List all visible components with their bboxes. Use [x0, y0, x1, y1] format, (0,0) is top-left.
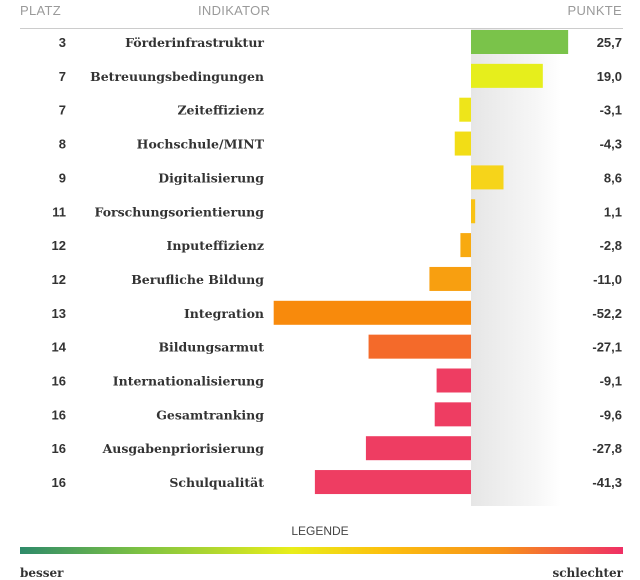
- indicator-label: Berufliche Bildung: [131, 272, 264, 287]
- value-label: 19,0: [597, 69, 622, 84]
- value-label: 1,1: [604, 204, 622, 219]
- bar: [436, 368, 471, 393]
- bar: [471, 165, 504, 190]
- indicator-label: Gesamtranking: [156, 407, 264, 422]
- value-label: -52,2: [592, 306, 622, 321]
- indicator-label: Digitalisierung: [158, 170, 264, 185]
- indicator-label: Zeiteffizienz: [177, 103, 264, 118]
- rank-label: 11: [52, 204, 66, 219]
- bar: [460, 233, 471, 258]
- rank-label: 13: [52, 306, 66, 321]
- legend-gradient: [20, 547, 623, 554]
- bar: [365, 436, 471, 461]
- bar: [454, 131, 471, 156]
- indicator-label: Bildungsarmut: [158, 340, 264, 355]
- indicator-label: Förderinfrastruktur: [125, 35, 264, 50]
- rank-label: 16: [52, 407, 66, 422]
- rank-label: 3: [59, 35, 66, 50]
- indicator-label: Internationalisierung: [113, 374, 264, 389]
- indicator-label: Inputeffizienz: [167, 238, 265, 253]
- bar: [314, 470, 471, 495]
- value-label: -9,6: [600, 407, 622, 422]
- header-rank: PLATZ: [20, 3, 61, 18]
- bar: [273, 300, 471, 325]
- bar: [434, 402, 471, 427]
- indicator-label: Ausgabenpriorisierung: [102, 441, 265, 456]
- indicator-label: Schulqualität: [169, 475, 264, 490]
- indicator-label: Integration: [184, 306, 264, 321]
- header-points: PUNKTE: [567, 3, 622, 18]
- rank-label: 16: [52, 374, 66, 389]
- indicator-label: Hochschule/MINT: [137, 137, 265, 152]
- bar: [459, 97, 471, 122]
- rank-label: 12: [52, 238, 66, 253]
- value-label: -4,3: [600, 137, 622, 152]
- indicator-label: Betreuungsbedingungen: [90, 69, 264, 84]
- bar: [368, 334, 471, 359]
- bar: [471, 63, 543, 88]
- value-label: -27,1: [592, 340, 622, 355]
- rank-label: 12: [52, 272, 66, 287]
- rank-label: 9: [59, 170, 66, 185]
- indicator-label: Forschungsorientierung: [95, 204, 265, 219]
- positive-zone-shading: [471, 29, 561, 506]
- value-label: -41,3: [592, 475, 622, 490]
- value-label: -3,1: [600, 103, 622, 118]
- rank-label: 7: [59, 69, 66, 84]
- value-label: 25,7: [597, 35, 622, 50]
- value-label: -11,0: [593, 272, 622, 287]
- header-divider: [20, 28, 623, 29]
- legend-better: besser: [20, 566, 64, 580]
- rank-label: 8: [59, 137, 66, 152]
- bar: [429, 266, 471, 291]
- value-label: -9,1: [600, 374, 622, 389]
- legend-worse: schlechter: [552, 566, 623, 580]
- header-indicator: INDIKATOR: [198, 3, 271, 18]
- value-label: 8,6: [604, 170, 622, 185]
- bar: [471, 30, 569, 54]
- legend-title: LEGENDE: [291, 524, 349, 538]
- value-label: -2,8: [600, 238, 622, 253]
- rank-label: 16: [52, 441, 66, 456]
- bar: [471, 199, 476, 224]
- rank-label: 14: [52, 340, 67, 355]
- bar-chart: 3 Förderinfrastruktur 25,7 7 Betreuungsbedin…: [52, 30, 622, 495]
- value-label: -27,8: [592, 441, 622, 456]
- rank-label: 7: [59, 103, 66, 118]
- rank-label: 16: [52, 475, 66, 490]
